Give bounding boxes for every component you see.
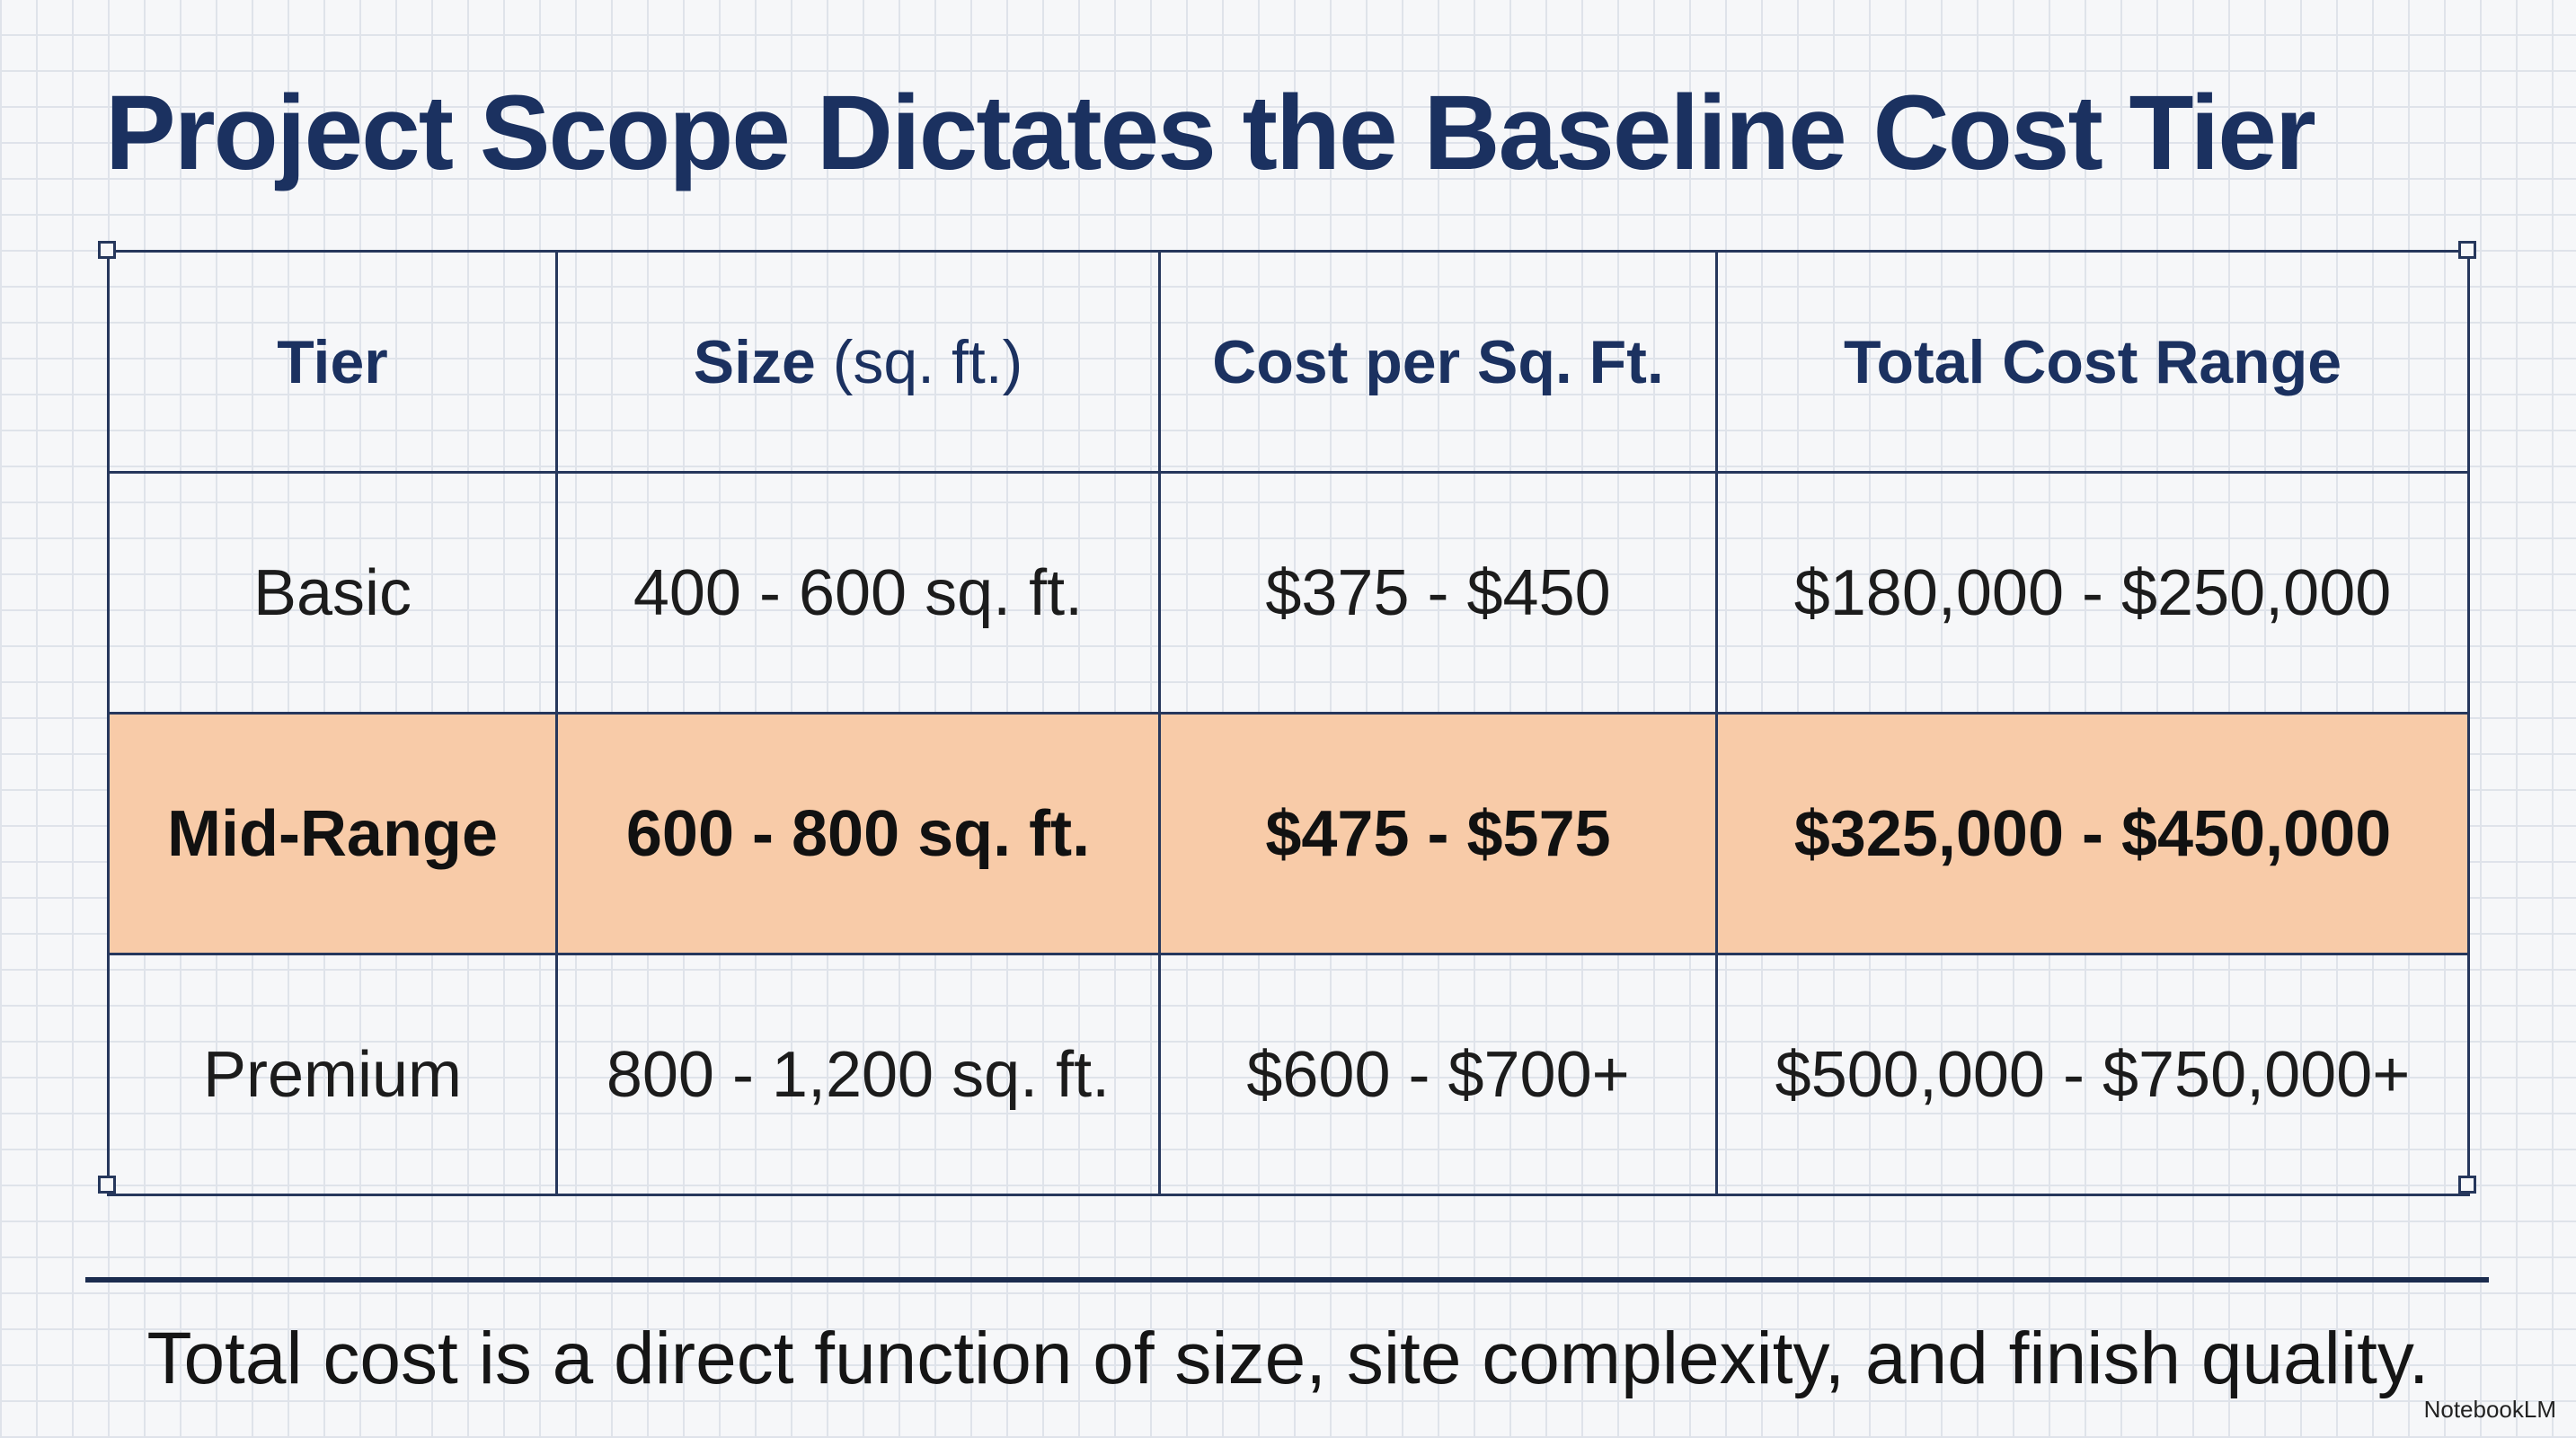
footer-text: Total cost is a direct function of size,…: [146, 1318, 2430, 1399]
corner-handle: [98, 1176, 116, 1194]
cost-table: Tier Size (sq. ft.) Cost per Sq. Ft. Total …: [107, 250, 2470, 1196]
table-cell: $325,000 - $450,000: [1715, 712, 2470, 955]
header-note: (sq. ft.): [832, 327, 1023, 396]
header-cell: Size (sq. ft.): [555, 250, 1161, 474]
table-row: Mid-Range 600 - 800 sq. ft. $475 - $575 $32…: [107, 712, 2470, 955]
table-cell: $475 - $575: [1158, 712, 1718, 955]
table-cell: 800 - 1,200 sq. ft.: [555, 953, 1161, 1196]
table-row: Premium 800 - 1,200 sq. ft. $600 - $700+ $5…: [107, 953, 2470, 1196]
header-cell: Cost per Sq. Ft.: [1158, 250, 1718, 474]
brand: NotebookLM: [2423, 1396, 2556, 1423]
header-text: Size: [693, 327, 816, 396]
table-cell: $375 - $450: [1158, 471, 1718, 715]
table-cell: 600 - 800 sq. ft.: [555, 712, 1161, 955]
table-cell: Premium: [107, 953, 558, 1196]
corner-handle: [98, 241, 116, 259]
corner-handle: [2458, 1176, 2476, 1194]
header-text: Tier: [277, 327, 388, 396]
table-cell: Mid-Range: [107, 712, 558, 955]
divider: [85, 1277, 2489, 1283]
table-cell: Basic: [107, 471, 558, 715]
header-cell: Total Cost Range: [1715, 250, 2470, 474]
header-cell: Tier: [107, 250, 558, 474]
corner-handle: [2458, 241, 2476, 259]
header-text: Total Cost Range: [1843, 327, 2342, 396]
table-cell: $180,000 - $250,000: [1715, 471, 2470, 715]
table-cell: $600 - $700+: [1158, 953, 1718, 1196]
header-text: Cost per Sq. Ft.: [1212, 327, 1664, 396]
slide-title: Project Scope Dictates the Baseline Cost…: [105, 74, 2316, 192]
table-cell: $500,000 - $750,000+: [1715, 953, 2470, 1196]
table-row: Basic 400 - 600 sq. ft. $375 - $450 $180,00…: [107, 471, 2470, 715]
table-cell: 400 - 600 sq. ft.: [555, 471, 1161, 715]
header-row: Tier Size (sq. ft.) Cost per Sq. Ft. Total …: [107, 250, 2470, 474]
